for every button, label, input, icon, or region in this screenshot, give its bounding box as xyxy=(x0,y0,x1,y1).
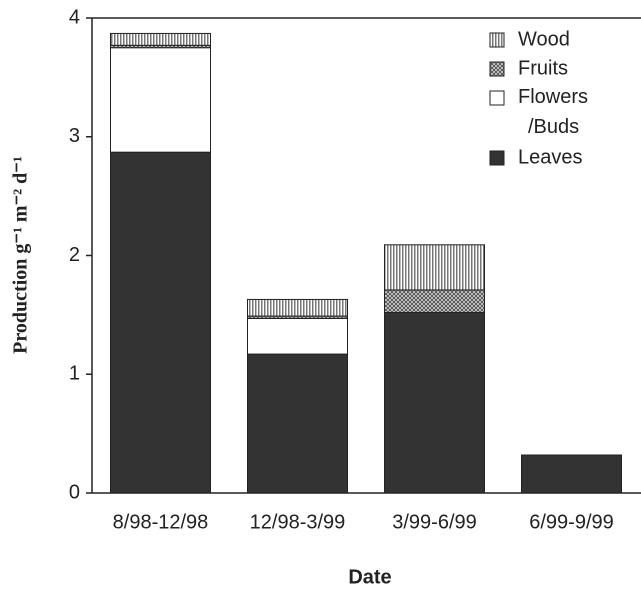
bar-segment xyxy=(521,454,622,494)
bar-segment xyxy=(247,353,348,494)
legend-swatch xyxy=(489,61,505,77)
y-tick-label: 2 xyxy=(69,244,80,266)
y-axis-label: Production g⁻¹ m⁻² d⁻¹ xyxy=(10,156,32,354)
x-tick-label: 12/98-3/99 xyxy=(250,511,346,533)
bar-segment xyxy=(110,151,211,494)
x-tick-label: 8/98-12/98 xyxy=(113,511,209,533)
legend-label: Fruits xyxy=(518,57,568,79)
bar-segment xyxy=(247,317,348,355)
bar-segment xyxy=(247,298,348,317)
bar-segment xyxy=(384,289,485,313)
bar-segment xyxy=(384,244,485,291)
legend-swatch xyxy=(489,90,505,106)
bar-segment xyxy=(110,47,211,153)
y-tick-label: 3 xyxy=(69,125,80,147)
legend-swatch xyxy=(489,32,505,48)
legend-label: Wood xyxy=(518,28,570,50)
bar-segment xyxy=(110,32,211,46)
bar-segment xyxy=(384,312,485,494)
y-tick-label: 4 xyxy=(69,6,80,28)
x-tick-label: 3/99-6/99 xyxy=(392,511,477,533)
y-tick-label: 0 xyxy=(69,481,80,503)
x-axis-label: Date xyxy=(348,566,391,588)
legend-label: Leaves xyxy=(518,146,583,168)
legend-label: Flowers/Buds xyxy=(518,86,588,138)
legend-swatch xyxy=(489,150,505,166)
x-tick-label: 6/99-9/99 xyxy=(529,511,614,533)
y-tick-label: 1 xyxy=(69,363,80,385)
